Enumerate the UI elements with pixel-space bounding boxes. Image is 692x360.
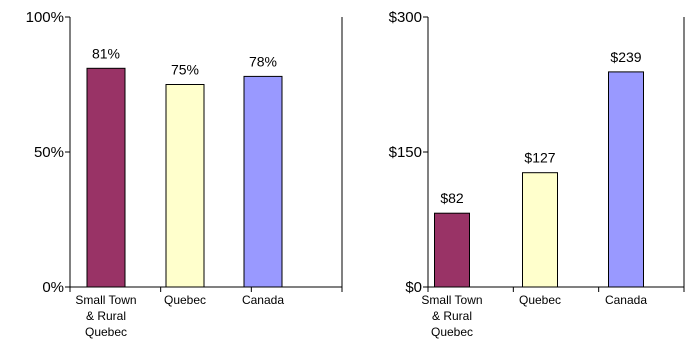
chart2-y-tick-label: $300 bbox=[389, 9, 422, 26]
chart1-category-label-line: Small Town bbox=[75, 293, 136, 307]
chart2-category-label: Quebec bbox=[519, 293, 561, 307]
chart1-data-label: 78% bbox=[249, 53, 277, 69]
chart1-bar bbox=[86, 67, 126, 288]
chart1-category-label: Quebec bbox=[164, 293, 206, 307]
chart2-data-label: $239 bbox=[610, 49, 641, 65]
chart2-bar bbox=[608, 71, 644, 288]
chart2-category-label-line: Quebec bbox=[431, 325, 473, 339]
chart1-category-label: Small Town & Rural Quebec bbox=[75, 293, 136, 339]
chart1-data-label: 81% bbox=[92, 45, 120, 61]
chart1-data-label: 75% bbox=[171, 62, 199, 78]
chart1-y-tick-label: 0% bbox=[42, 279, 64, 296]
chart1-bar bbox=[165, 84, 205, 288]
chart1-category-label-line: Quebec bbox=[164, 293, 206, 307]
chart2-category-label: Small Town & Rural Quebec bbox=[421, 293, 482, 339]
chart2-category-label-line: Quebec bbox=[519, 293, 561, 307]
chart1-category-label-line: Canada bbox=[242, 293, 284, 307]
chart1-y-tick-label: 50% bbox=[34, 144, 64, 161]
chart2-data-label: $127 bbox=[524, 150, 555, 166]
chart2-category-label-line: Canada bbox=[605, 293, 647, 307]
chart1-category-label-line: & Rural bbox=[86, 309, 126, 323]
chart2-category-label-line: Small Town bbox=[421, 293, 482, 307]
chart1-category-label-line: Quebec bbox=[85, 325, 127, 339]
chart2-bar bbox=[434, 212, 470, 288]
chart2-y-tick-label: $150 bbox=[389, 144, 422, 161]
chart2-y-tick-label: $0 bbox=[405, 279, 422, 296]
chart1-category-label: Canada bbox=[242, 293, 284, 307]
chart2-category-label-line: & Rural bbox=[432, 309, 472, 323]
chart1-bar bbox=[243, 75, 283, 288]
chart2-data-label: $82 bbox=[440, 190, 464, 206]
chart2-category-label: Canada bbox=[605, 293, 647, 307]
chart1-y-tick-label: 100% bbox=[26, 9, 64, 26]
chart2-bar bbox=[522, 172, 558, 288]
